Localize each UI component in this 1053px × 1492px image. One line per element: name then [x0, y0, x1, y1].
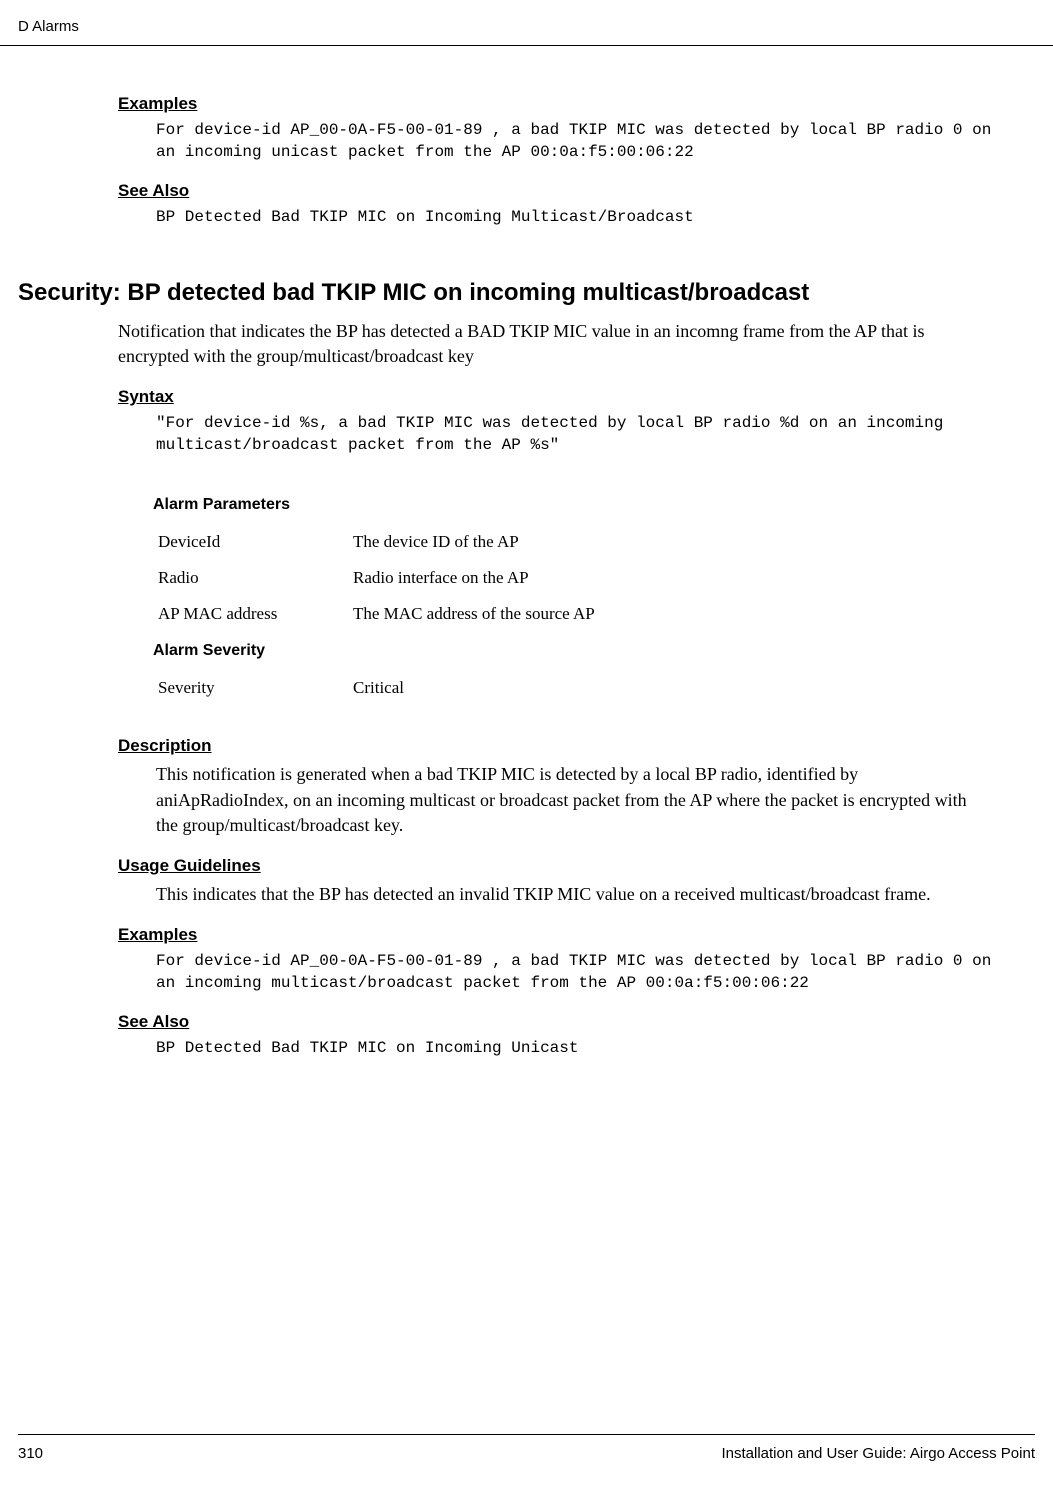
- seealso-code-2: BP Detected Bad TKIP MIC on Incoming Uni…: [156, 1038, 993, 1060]
- intro-text: Notification that indicates the BP has d…: [118, 319, 993, 369]
- severity-name: Severity: [153, 678, 353, 698]
- usage-text: This indicates that the BP has detected …: [156, 882, 993, 907]
- seealso-heading-2: See Also: [118, 1012, 993, 1032]
- alarm-parameters-table: Alarm Parameters DeviceId The device ID …: [153, 486, 993, 706]
- examples-heading-1: Examples: [118, 94, 993, 114]
- syntax-heading: Syntax: [118, 387, 993, 407]
- alarm-parameters-header: Alarm Parameters: [153, 486, 993, 524]
- examples-heading-2: Examples: [118, 925, 993, 945]
- table-row: Severity Critical: [153, 670, 993, 706]
- page-footer: 310 Installation and User Guide: Airgo A…: [18, 1434, 1035, 1462]
- examples-code-1: For device-id AP_00-0A-F5-00-01-89 , a b…: [156, 120, 993, 163]
- chapter-label: D Alarms: [18, 18, 79, 35]
- seealso-code-1: BP Detected Bad TKIP MIC on Incoming Mul…: [156, 207, 993, 229]
- severity-value: Critical: [353, 678, 404, 698]
- param-desc: The MAC address of the source AP: [353, 604, 595, 624]
- page-content: Examples For device-id AP_00-0A-F5-00-01…: [0, 46, 1053, 1060]
- main-title: Security: BP detected bad TKIP MIC on in…: [18, 279, 993, 307]
- param-desc: Radio interface on the AP: [353, 568, 529, 588]
- table-row: DeviceId The device ID of the AP: [153, 524, 993, 560]
- param-desc: The device ID of the AP: [353, 532, 519, 552]
- doc-title: Installation and User Guide: Airgo Acces…: [721, 1445, 1035, 1462]
- description-heading: Description: [118, 736, 993, 756]
- examples-code-2: For device-id AP_00-0A-F5-00-01-89 , a b…: [156, 951, 993, 994]
- page-header: D Alarms: [0, 0, 1053, 46]
- seealso-heading-1: See Also: [118, 181, 993, 201]
- param-name: DeviceId: [153, 532, 353, 552]
- page-number: 310: [18, 1445, 43, 1462]
- table-row: Radio Radio interface on the AP: [153, 560, 993, 596]
- alarm-severity-header: Alarm Severity: [153, 632, 993, 670]
- param-name: Radio: [153, 568, 353, 588]
- usage-heading: Usage Guidelines: [118, 856, 993, 876]
- description-text: This notification is generated when a ba…: [156, 762, 993, 838]
- table-row: AP MAC address The MAC address of the so…: [153, 596, 993, 632]
- syntax-code: "For device-id %s, a bad TKIP MIC was de…: [156, 413, 993, 456]
- param-name: AP MAC address: [153, 604, 353, 624]
